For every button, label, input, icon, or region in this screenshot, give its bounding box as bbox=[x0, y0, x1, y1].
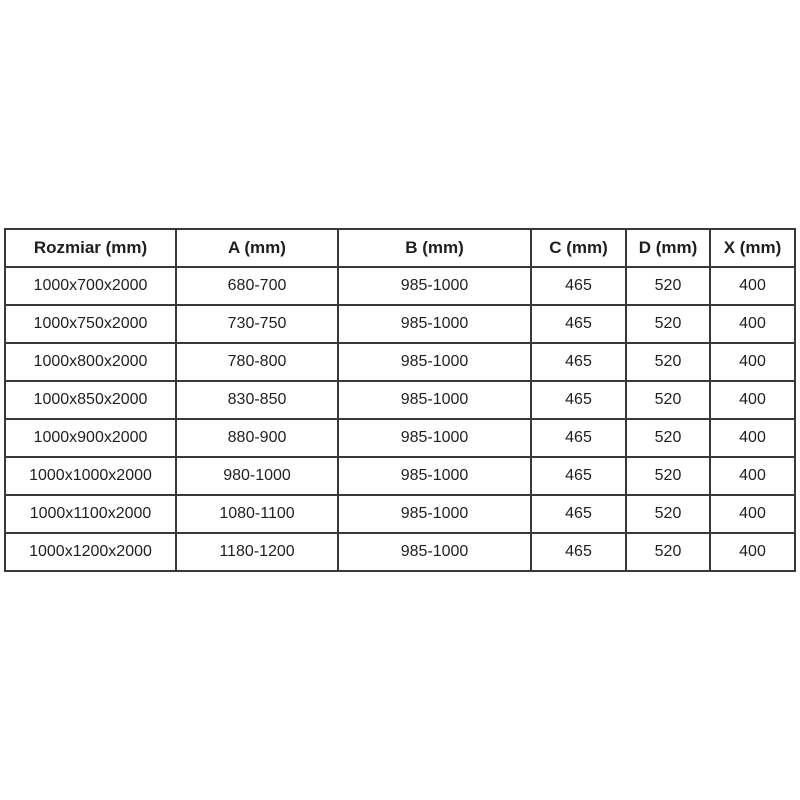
table-cell: 465 bbox=[530, 304, 627, 344]
table-cell: 520 bbox=[625, 456, 711, 496]
table-cell: 465 bbox=[530, 494, 627, 534]
table-row: 1000x700x2000 680-700 985-1000 465 520 4… bbox=[4, 266, 796, 306]
table-cell: 400 bbox=[709, 304, 796, 344]
table-cell: 465 bbox=[530, 532, 627, 572]
table-cell: 465 bbox=[530, 456, 627, 496]
table-cell: 985-1000 bbox=[337, 494, 532, 534]
table-cell: 880-900 bbox=[175, 418, 339, 458]
table-row: 1000x850x2000 830-850 985-1000 465 520 4… bbox=[4, 380, 796, 420]
table-cell: 465 bbox=[530, 418, 627, 458]
table-cell: 400 bbox=[709, 532, 796, 572]
table-cell: 680-700 bbox=[175, 266, 339, 306]
table-cell: 1000x1200x2000 bbox=[4, 532, 177, 572]
table-row: 1000x750x2000 730-750 985-1000 465 520 4… bbox=[4, 304, 796, 344]
table-cell: 465 bbox=[530, 342, 627, 382]
table-cell: 1000x1000x2000 bbox=[4, 456, 177, 496]
table-cell: 400 bbox=[709, 380, 796, 420]
table-cell: 985-1000 bbox=[337, 266, 532, 306]
table-cell: 1000x750x2000 bbox=[4, 304, 177, 344]
table-row: 1000x800x2000 780-800 985-1000 465 520 4… bbox=[4, 342, 796, 382]
table-cell: 465 bbox=[530, 380, 627, 420]
column-header-c: C (mm) bbox=[530, 228, 627, 268]
table-cell: 400 bbox=[709, 494, 796, 534]
table-row: 1000x1000x2000 980-1000 985-1000 465 520… bbox=[4, 456, 796, 496]
table-cell: 1180-1200 bbox=[175, 532, 339, 572]
table-cell: 985-1000 bbox=[337, 418, 532, 458]
table-cell: 520 bbox=[625, 494, 711, 534]
table-cell: 520 bbox=[625, 380, 711, 420]
table-cell: 985-1000 bbox=[337, 304, 532, 344]
table-cell: 830-850 bbox=[175, 380, 339, 420]
table-cell: 730-750 bbox=[175, 304, 339, 344]
dimensions-table: Rozmiar (mm) A (mm) B (mm) C (mm) D (mm)… bbox=[4, 228, 796, 572]
table-cell: 985-1000 bbox=[337, 532, 532, 572]
table-row: 1000x1200x2000 1180-1200 985-1000 465 52… bbox=[4, 532, 796, 572]
table-row: 1000x900x2000 880-900 985-1000 465 520 4… bbox=[4, 418, 796, 458]
table-cell: 1000x900x2000 bbox=[4, 418, 177, 458]
table-cell: 520 bbox=[625, 342, 711, 382]
column-header-a: A (mm) bbox=[175, 228, 339, 268]
table-row: 1000x1100x2000 1080-1100 985-1000 465 52… bbox=[4, 494, 796, 534]
table-cell: 400 bbox=[709, 456, 796, 496]
table-cell: 985-1000 bbox=[337, 456, 532, 496]
table-cell: 780-800 bbox=[175, 342, 339, 382]
table-cell: 400 bbox=[709, 266, 796, 306]
table-cell: 400 bbox=[709, 342, 796, 382]
table-cell: 985-1000 bbox=[337, 342, 532, 382]
table-cell: 985-1000 bbox=[337, 380, 532, 420]
column-header-d: D (mm) bbox=[625, 228, 711, 268]
table-cell: 1000x1100x2000 bbox=[4, 494, 177, 534]
table-cell: 1080-1100 bbox=[175, 494, 339, 534]
table-cell: 400 bbox=[709, 418, 796, 458]
table-cell: 520 bbox=[625, 266, 711, 306]
table-cell: 1000x700x2000 bbox=[4, 266, 177, 306]
table-cell: 980-1000 bbox=[175, 456, 339, 496]
header-row: Rozmiar (mm) A (mm) B (mm) C (mm) D (mm)… bbox=[4, 228, 796, 268]
table-cell: 465 bbox=[530, 266, 627, 306]
table-cell: 520 bbox=[625, 532, 711, 572]
column-header-b: B (mm) bbox=[337, 228, 532, 268]
table-cell: 520 bbox=[625, 418, 711, 458]
table-cell: 1000x850x2000 bbox=[4, 380, 177, 420]
table-cell: 520 bbox=[625, 304, 711, 344]
column-header-rozmiar: Rozmiar (mm) bbox=[4, 228, 177, 268]
column-header-x: X (mm) bbox=[709, 228, 796, 268]
table-cell: 1000x800x2000 bbox=[4, 342, 177, 382]
